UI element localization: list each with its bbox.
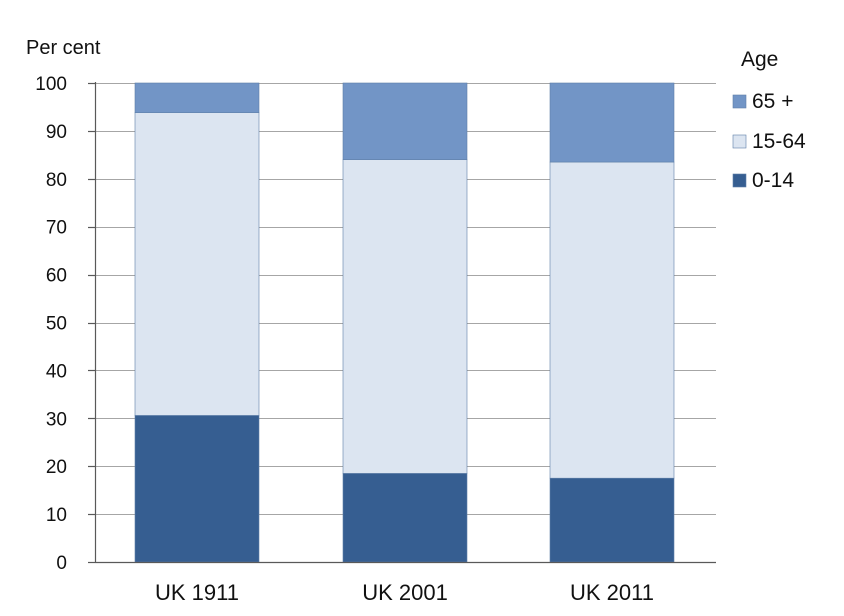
bar-segment-15-64 — [134, 112, 260, 416]
bar-segment-65 — [342, 82, 468, 160]
bar-segment-15-64 — [342, 159, 468, 474]
bar-segment-65 — [549, 82, 675, 163]
y-tick-label: 40 — [46, 361, 67, 382]
y-tick-label: 50 — [46, 314, 67, 335]
legend-label-0-14: 0-14 — [752, 169, 794, 192]
x-category-label: UK 2011 — [570, 580, 654, 605]
bar-segment-15-64 — [549, 161, 675, 479]
x-category-labels: UK 1911 UK 2001 UK 2011 — [155, 580, 654, 605]
legend-swatch-65 — [732, 94, 747, 109]
y-tick-label: 60 — [46, 266, 67, 287]
bar-segment-0-14 — [342, 473, 468, 563]
y-tick-label: 30 — [46, 409, 67, 430]
y-tick-label: 80 — [46, 170, 67, 191]
axes — [88, 82, 716, 564]
y-tick-label: 10 — [46, 505, 67, 526]
bars — [134, 82, 675, 563]
bar-segment-65 — [134, 82, 260, 113]
y-tick-label: 100 — [35, 74, 67, 95]
y-tick-label: 0 — [56, 553, 67, 574]
bar-segment-0-14 — [549, 477, 675, 563]
x-category-label: UK 2001 — [362, 580, 448, 605]
legend-swatch-15-64 — [732, 134, 747, 149]
legend-title: Age — [741, 48, 778, 71]
legend-swatch-0-14 — [732, 173, 747, 188]
legend-label-15-64: 15-64 — [752, 130, 806, 153]
y-tick-label: 70 — [46, 218, 67, 239]
y-tick-label: 20 — [46, 457, 67, 478]
bar-segment-0-14 — [134, 415, 260, 563]
y-axis-title: Per cent — [26, 37, 101, 59]
y-tick-labels: 0 10 20 30 40 50 60 70 80 90 100 — [35, 74, 67, 574]
legend-label-65: 65 + — [752, 90, 793, 113]
y-tick-label: 90 — [46, 122, 67, 143]
x-category-label: UK 1911 — [155, 580, 239, 605]
legend: Age 65 + 15-64 0-14 — [732, 48, 806, 192]
